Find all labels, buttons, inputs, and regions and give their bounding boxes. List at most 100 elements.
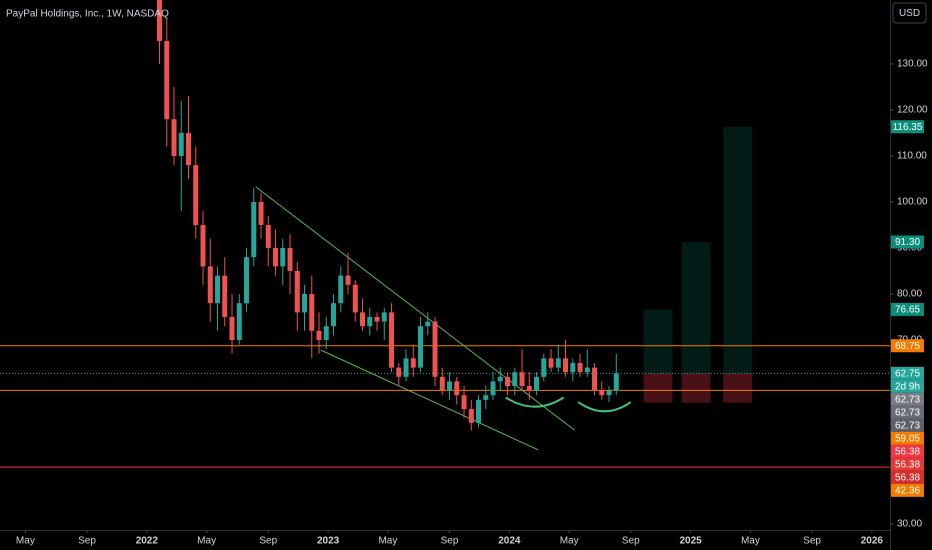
- price-label-box: [891, 339, 924, 353]
- candle-body: [215, 275, 221, 304]
- x-tick-label: 2024: [498, 536, 521, 547]
- price-label: 68.75: [895, 341, 920, 352]
- price-label: 56.38: [895, 459, 920, 470]
- candle-body: [599, 390, 605, 396]
- price-label-box: [891, 366, 924, 380]
- price-label-box: [891, 405, 924, 419]
- candle-body: [316, 330, 322, 340]
- candle-body: [483, 395, 489, 400]
- candle-body: [476, 399, 482, 423]
- price-label: 56.38: [895, 472, 920, 483]
- target-zone: [681, 241, 711, 374]
- candle-body: [345, 275, 351, 285]
- candle-body: [338, 275, 344, 304]
- candle-body: [563, 358, 569, 373]
- candle-body: [396, 367, 402, 377]
- candle-body: [258, 201, 264, 225]
- candle-body: [432, 321, 438, 377]
- candle-body: [236, 303, 242, 340]
- candle-body: [244, 257, 250, 304]
- chart-title: PayPal Holdings, Inc., 1W, NASDAQ: [6, 9, 169, 20]
- candle-body: [555, 358, 561, 368]
- stop-zone: [643, 373, 673, 403]
- candle-body: [323, 326, 329, 340]
- candle-body: [229, 316, 235, 340]
- candle-body: [309, 293, 315, 331]
- candle-body: [360, 312, 366, 327]
- price-label-box: [891, 483, 924, 497]
- candle-body: [302, 293, 308, 313]
- price-label: 62.73: [895, 407, 920, 418]
- candle-body: [526, 385, 532, 391]
- price-label-box: [891, 379, 924, 393]
- price-label: 2d 9h: [895, 381, 920, 392]
- candle-body: [251, 201, 257, 258]
- y-tick-label: 30.00: [897, 519, 922, 530]
- x-tick-label: Sep: [259, 536, 277, 547]
- candle-body: [613, 373, 619, 391]
- candle-body: [606, 390, 612, 396]
- price-label-box: [891, 418, 924, 432]
- candle-body: [381, 312, 387, 322]
- candle-body: [287, 247, 293, 271]
- price-label-box: [891, 392, 924, 406]
- candle-body: [505, 376, 511, 386]
- candle-body: [418, 326, 424, 368]
- price-label: 59.05: [895, 433, 920, 444]
- candle-body: [548, 358, 554, 368]
- y-tick-label: 110.00: [897, 151, 927, 162]
- price-label: 116.35: [893, 122, 923, 133]
- candle-body: [193, 165, 199, 225]
- plot-area: [0, 0, 890, 468]
- trend-line: [320, 349, 539, 451]
- stop-zone: [681, 373, 711, 403]
- candle-body: [352, 284, 358, 313]
- candle-body: [497, 376, 503, 382]
- price-label-box: [891, 457, 924, 471]
- candle-body: [164, 40, 170, 120]
- candle-body: [200, 224, 206, 267]
- price-label: 76.65: [895, 305, 920, 316]
- target-zone: [643, 309, 673, 374]
- price-label-box: [891, 431, 924, 445]
- price-label: 62.75: [895, 368, 920, 379]
- x-tick-label: 2026: [861, 536, 884, 547]
- candle-body: [447, 381, 453, 391]
- y-tick-label: 120.00: [897, 105, 928, 116]
- target-zone: [723, 126, 753, 374]
- price-label: 62.73: [895, 420, 920, 431]
- x-tick-label: 2022: [136, 536, 159, 547]
- candle-body: [592, 367, 598, 391]
- candle-body: [280, 247, 286, 267]
- y-tick-label: 80.00: [897, 289, 922, 300]
- x-tick-label: May: [741, 536, 760, 547]
- candle-body: [570, 362, 576, 373]
- candle-body: [294, 270, 300, 313]
- x-tick-label: May: [378, 536, 397, 547]
- x-tick-label: May: [16, 536, 35, 547]
- x-tick-label: Sep: [803, 536, 821, 547]
- candle-body: [222, 275, 228, 317]
- currency-label[interactable]: USD: [899, 8, 920, 19]
- candle-body: [157, 0, 163, 41]
- currency-button[interactable]: [892, 2, 927, 24]
- candle-body: [468, 409, 474, 423]
- candle-body: [367, 316, 373, 327]
- candle-body: [461, 395, 467, 410]
- price-label-box: [891, 444, 924, 458]
- y-tick-label: 130.00: [897, 59, 928, 70]
- stop-zone: [723, 373, 753, 403]
- candle-body: [403, 358, 409, 377]
- candle-body: [171, 119, 177, 156]
- price-axis: 30.0040.0050.0060.0070.0080.0090.00100.0…: [890, 59, 928, 530]
- x-tick-label: 2023: [317, 536, 340, 547]
- candle-body: [512, 372, 518, 386]
- candle-body: [273, 247, 279, 267]
- x-tick-label: 2025: [679, 536, 702, 547]
- candle-body: [178, 132, 184, 156]
- candle-body: [577, 362, 583, 373]
- x-tick-label: Sep: [78, 536, 96, 547]
- candle-body: [541, 358, 547, 377]
